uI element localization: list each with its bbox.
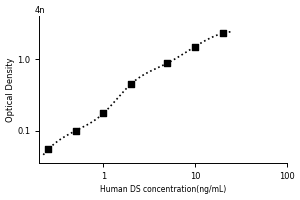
Text: 4n: 4n [34, 6, 45, 15]
Point [165, 62, 170, 65]
Point [74, 129, 78, 132]
Point [129, 82, 134, 86]
Y-axis label: Optical Density: Optical Density [6, 57, 15, 122]
Point [46, 148, 51, 151]
X-axis label: Human DS concentration(ng/mL): Human DS concentration(ng/mL) [100, 185, 226, 194]
Point [101, 112, 106, 115]
Point [193, 45, 197, 48]
Point [220, 32, 225, 35]
